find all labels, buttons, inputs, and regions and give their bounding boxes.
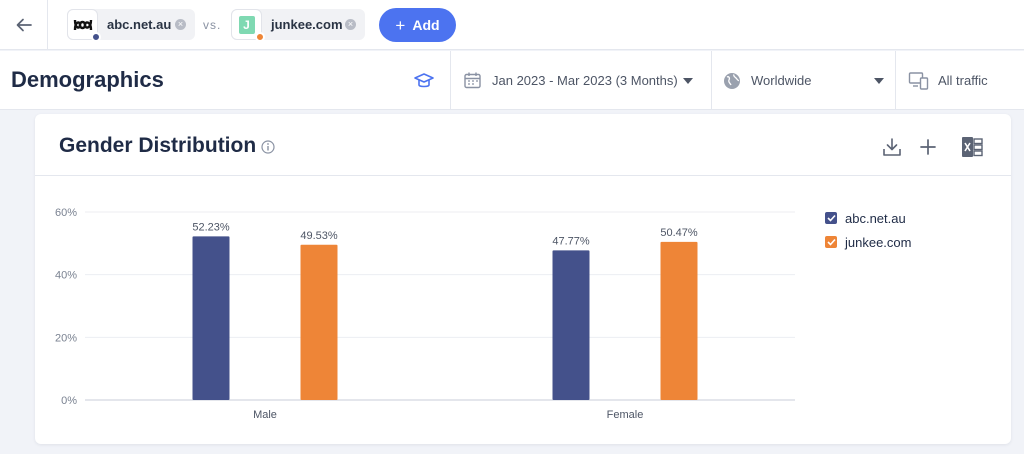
x-tick-label: Female	[607, 409, 644, 421]
region-dropdown[interactable]: Worldwide	[723, 51, 888, 110]
legend-item-junkee[interactable]: junkee.com	[825, 230, 911, 254]
date-range-dropdown[interactable]: Jan 2023 - Mar 2023 (3 Months)	[463, 51, 703, 110]
site-color-dot	[255, 32, 265, 42]
data-label: 49.53%	[300, 230, 338, 242]
region-value: Worldwide	[751, 73, 812, 88]
plus-icon: +	[395, 15, 406, 35]
card-title: Gender Distribution	[59, 134, 257, 157]
site-name: abc.net.au	[107, 17, 172, 32]
gender-distribution-card: Gender Distribution 0% 20% 40% 60% 52.23% 49.…	[35, 114, 1011, 444]
add-label: Add	[412, 17, 440, 33]
abc-favicon	[67, 9, 101, 42]
header-divider	[895, 51, 896, 110]
back-button[interactable]	[0, 0, 48, 50]
card-divider	[35, 175, 1011, 176]
y-tick-label: 0%	[61, 395, 77, 407]
vs-label: vs.	[203, 18, 222, 32]
bar-male-0	[192, 236, 230, 400]
page-title: Demographics	[11, 67, 164, 92]
chart-legend: abc.net.au junkee.com	[825, 206, 911, 254]
checkbox-checked-icon	[825, 212, 837, 224]
graduation-cap-icon[interactable]	[413, 70, 435, 92]
y-tick-label: 40%	[55, 270, 77, 282]
devices-icon	[908, 71, 929, 90]
remove-site-icon[interactable]: ×	[345, 19, 356, 30]
data-label: 47.77%	[552, 235, 590, 247]
caret-down-icon	[682, 77, 693, 84]
y-tick-label: 60%	[55, 207, 77, 219]
legend-label: junkee.com	[845, 234, 912, 250]
header-divider	[711, 51, 712, 110]
header-divider	[450, 51, 451, 110]
remove-site-icon[interactable]: ×	[175, 19, 186, 30]
excel-export-icon[interactable]	[960, 135, 984, 159]
calendar-icon	[464, 72, 481, 89]
arrow-left-icon	[16, 18, 32, 32]
bar-female-1	[660, 241, 698, 400]
bar-female-0	[552, 250, 590, 400]
x-tick-label: Male	[253, 409, 277, 421]
traffic-value: All traffic	[938, 73, 988, 88]
site-color-dot	[91, 32, 101, 42]
abc-logo-icon	[73, 19, 92, 30]
junkee-logo-icon: J	[238, 15, 255, 34]
bar-male-1	[300, 244, 338, 400]
junkee-favicon: J	[231, 9, 265, 42]
legend-item-abc[interactable]: abc.net.au	[825, 206, 911, 230]
data-label: 50.47%	[660, 227, 698, 239]
plus-icon[interactable]	[917, 136, 939, 158]
site-chip-junkee[interactable]: J junkee.com ×	[231, 9, 365, 42]
gender-bar-chart: 0% 20% 40% 60% 52.23% 49.53% Male 47.77% 50.47% F…	[55, 207, 795, 421]
traffic-dropdown[interactable]: All traffic	[908, 51, 1024, 110]
y-tick-label: 20%	[55, 332, 77, 344]
site-name: junkee.com	[271, 17, 343, 32]
info-icon[interactable]	[261, 140, 275, 154]
download-icon[interactable]	[881, 136, 903, 158]
page-header: Demographics Jan 2023 - Mar 2023 (3 Mont…	[0, 51, 1024, 110]
globe-icon	[724, 72, 740, 89]
caret-down-icon	[874, 78, 884, 84]
compare-bar: abc.net.au × vs. J junkee.com × + Add	[0, 0, 1024, 50]
checkbox-checked-icon	[825, 236, 837, 248]
date-range-value: Jan 2023 - Mar 2023 (3 Months)	[492, 73, 678, 88]
data-label: 52.23%	[192, 221, 230, 233]
legend-label: abc.net.au	[845, 210, 906, 226]
site-chip-abc[interactable]: abc.net.au ×	[67, 9, 195, 42]
add-site-button[interactable]: + Add	[379, 8, 456, 42]
